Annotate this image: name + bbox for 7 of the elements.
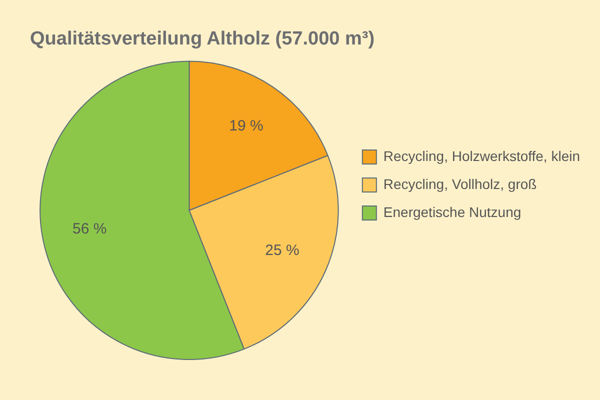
data-label: 56 %	[72, 220, 107, 238]
legend-label: Recycling, Holzwerkstoffe, klein	[383, 148, 580, 164]
chart-title: Qualitätsverteilung Altholz (57.000 m³)	[30, 28, 375, 50]
legend-label: Recycling, Vollholz, groß	[383, 176, 537, 192]
legend-label: Energetische Nutzung	[383, 204, 522, 220]
data-label: 19 %	[229, 118, 264, 135]
data-label: 25 %	[265, 242, 300, 259]
